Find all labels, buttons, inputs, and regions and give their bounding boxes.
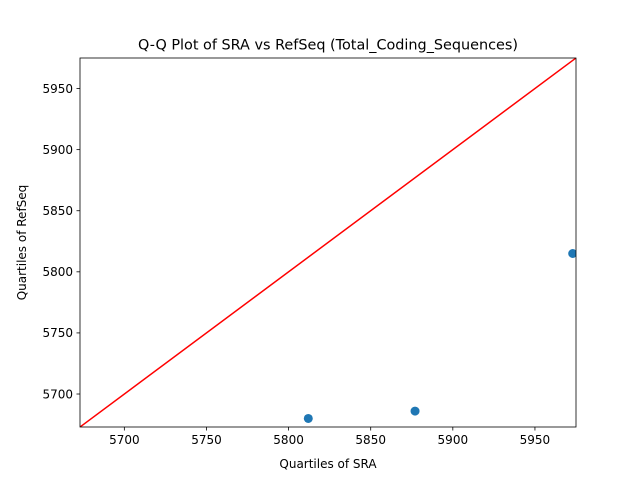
y-tick-label: 5800	[42, 265, 73, 279]
x-tick-label: 5900	[438, 433, 469, 447]
y-tick-label: 5700	[42, 387, 73, 401]
reference-line	[80, 58, 576, 427]
y-axis: 5700 5750 5800 5850 5900 5950	[42, 82, 80, 401]
data-point-2	[410, 406, 420, 416]
x-tick-label: 5700	[109, 433, 140, 447]
x-tick-label: 5750	[191, 433, 222, 447]
x-tick-label: 5800	[273, 433, 304, 447]
data-point-1	[303, 413, 313, 423]
data-point-3	[568, 248, 576, 258]
x-tick-label: 5850	[355, 433, 386, 447]
y-tick-label: 5750	[42, 326, 73, 340]
y-tick-label: 5850	[42, 204, 73, 218]
axes-frame	[79, 57, 577, 428]
x-tick-label: 5950	[520, 433, 551, 447]
y-axis-label: Quartiles of RefSeq	[15, 185, 29, 301]
y-tick-label: 5900	[42, 143, 73, 157]
x-axis-label: Quartiles of SRA	[279, 457, 377, 471]
y-tick-label: 5950	[42, 82, 73, 96]
x-axis: 5700 5750 5800 5850 5900 5950	[109, 427, 550, 447]
chart-title: Q-Q Plot of SRA vs RefSeq (Total_Coding_…	[138, 38, 518, 54]
plot-area	[80, 58, 576, 427]
